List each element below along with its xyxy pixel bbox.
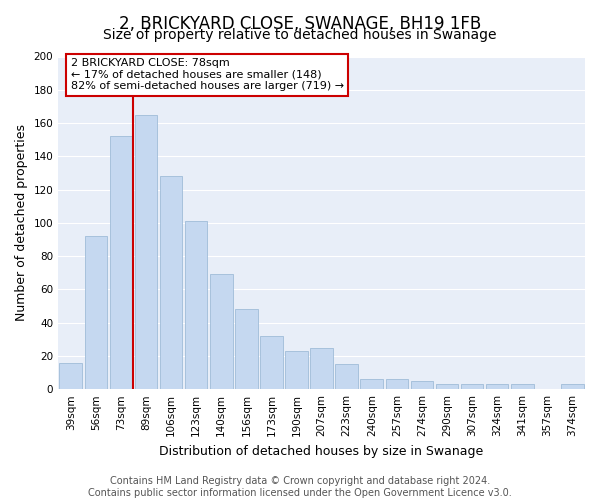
Bar [310, 348, 333, 389]
Text: Contains HM Land Registry data © Crown copyright and database right 2024.
Contai: Contains HM Land Registry data © Crown c… [88, 476, 512, 498]
Bar [59, 362, 82, 389]
Bar [85, 236, 107, 389]
Bar [561, 384, 584, 389]
Bar [386, 379, 408, 389]
Bar [185, 221, 208, 389]
Bar [260, 336, 283, 389]
Bar [511, 384, 533, 389]
X-axis label: Distribution of detached houses by size in Swanage: Distribution of detached houses by size … [160, 444, 484, 458]
Bar [235, 310, 257, 389]
Text: 2, BRICKYARD CLOSE, SWANAGE, BH19 1FB: 2, BRICKYARD CLOSE, SWANAGE, BH19 1FB [119, 15, 481, 33]
Bar [361, 379, 383, 389]
Text: 2 BRICKYARD CLOSE: 78sqm
← 17% of detached houses are smaller (148)
82% of semi-: 2 BRICKYARD CLOSE: 78sqm ← 17% of detach… [71, 58, 344, 92]
Y-axis label: Number of detached properties: Number of detached properties [15, 124, 28, 322]
Bar [335, 364, 358, 389]
Bar [461, 384, 484, 389]
Bar [110, 136, 132, 389]
Bar [410, 381, 433, 389]
Bar [160, 176, 182, 389]
Text: Size of property relative to detached houses in Swanage: Size of property relative to detached ho… [103, 28, 497, 42]
Bar [486, 384, 508, 389]
Bar [436, 384, 458, 389]
Bar [134, 114, 157, 389]
Bar [210, 274, 233, 389]
Bar [285, 351, 308, 389]
